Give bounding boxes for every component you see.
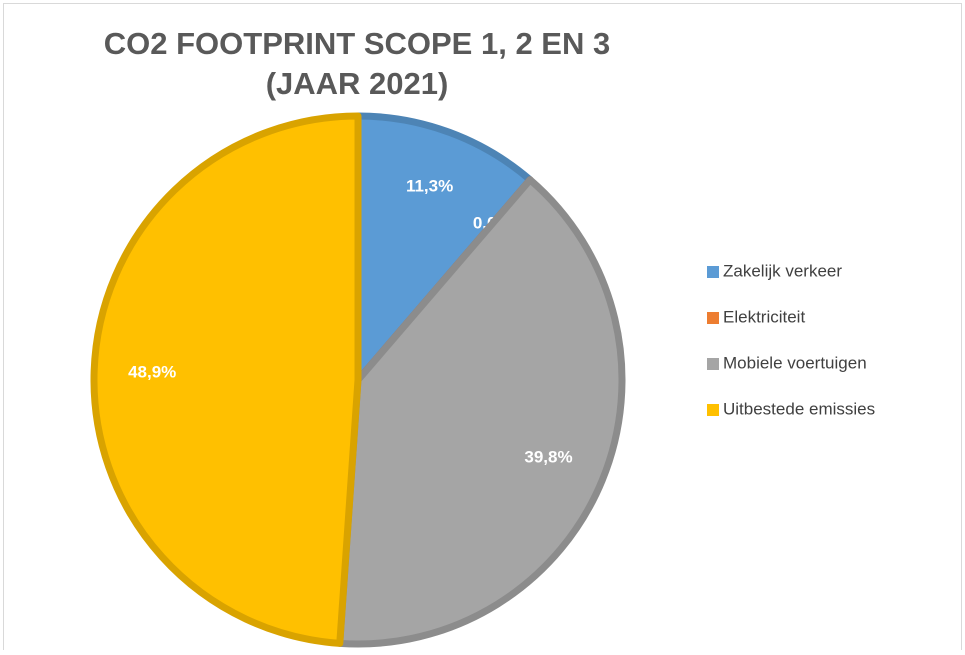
legend-swatch bbox=[707, 266, 719, 278]
pie-slice bbox=[336, 176, 626, 648]
chart-title: (JAAR 2021) bbox=[266, 66, 449, 101]
pie-slice bbox=[354, 112, 534, 384]
legend-label: Zakelijk verkeer bbox=[723, 261, 842, 280]
legend-swatch bbox=[707, 312, 719, 324]
chart-title: CO2 FOOTPRINT SCOPE 1, 2 EN 3 bbox=[104, 26, 610, 61]
data-label: 48,9% bbox=[128, 362, 176, 381]
legend-swatch bbox=[707, 404, 719, 416]
legend-swatch bbox=[707, 358, 719, 370]
pie-slice bbox=[90, 112, 362, 647]
legend-label: Uitbestede emissies bbox=[723, 399, 875, 418]
data-label: 39,8% bbox=[524, 448, 572, 467]
legend-label: Mobiele voertuigen bbox=[723, 353, 867, 372]
data-label: 11,3% bbox=[406, 176, 453, 195]
legend-label: Elektriciteit bbox=[723, 307, 805, 326]
